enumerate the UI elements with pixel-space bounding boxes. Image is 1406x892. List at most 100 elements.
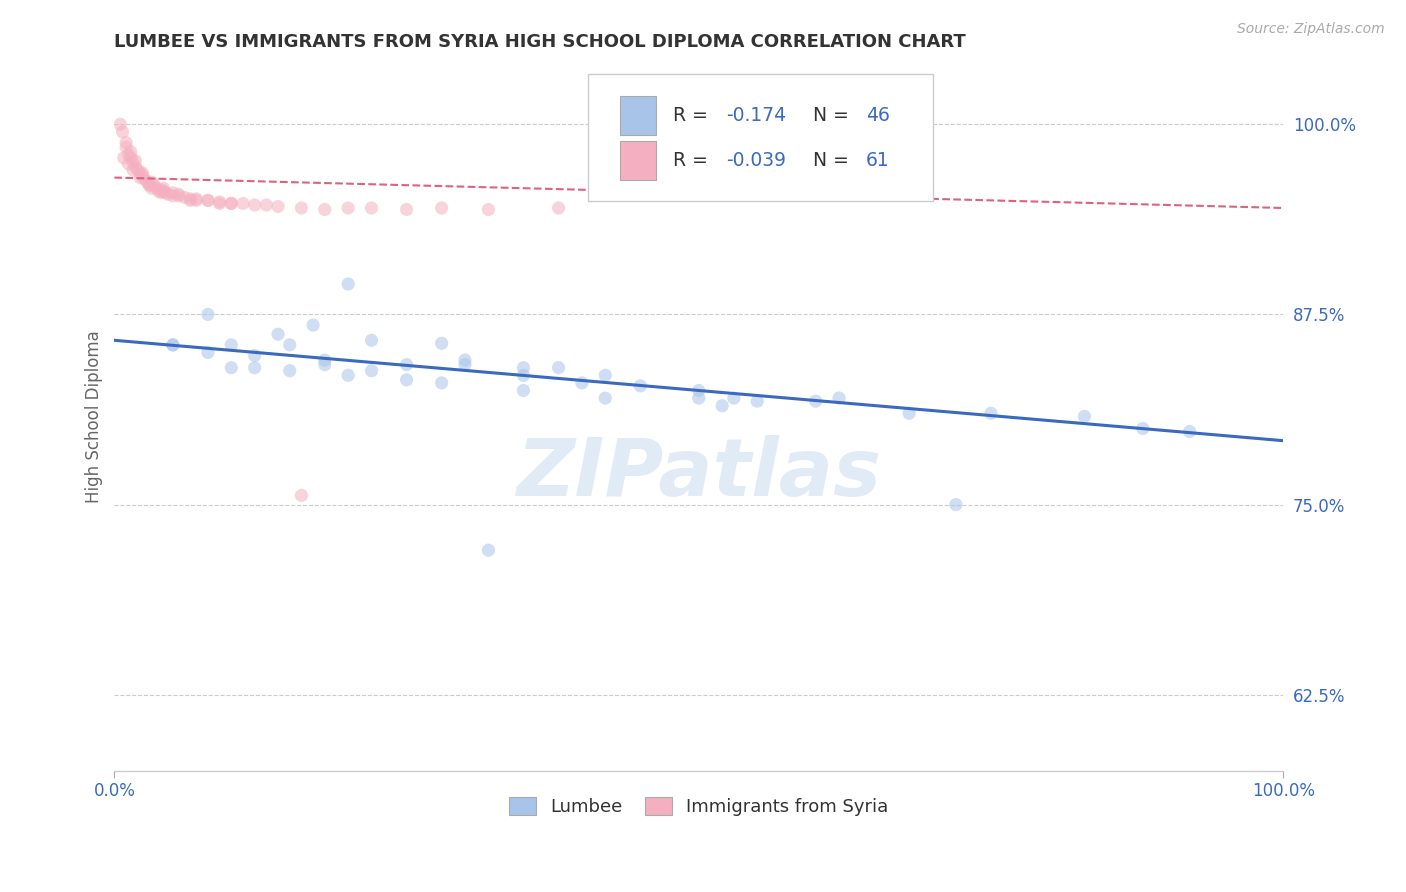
Point [129, 170, 152, 185]
Point [688, 384, 710, 398]
Text: 46: 46 [866, 105, 890, 125]
Point [115, 136, 138, 150]
Point [395, 202, 418, 217]
Point [243, 360, 266, 375]
Point [141, 175, 163, 189]
Point [110, 117, 132, 131]
Point [152, 184, 174, 198]
Point [278, 338, 301, 352]
Point [278, 364, 301, 378]
Point [138, 178, 160, 193]
Point [219, 196, 242, 211]
Point [138, 178, 160, 193]
Point [124, 153, 146, 168]
Point [179, 192, 201, 206]
Point [571, 376, 593, 390]
Point [290, 201, 312, 215]
Point [155, 186, 177, 200]
Point [243, 349, 266, 363]
Point [197, 308, 219, 322]
Point [162, 338, 184, 352]
Point [115, 140, 138, 154]
Point [167, 189, 190, 203]
Point [122, 155, 145, 169]
Point [314, 358, 336, 372]
Text: N =: N = [813, 151, 855, 169]
Point [360, 364, 382, 378]
Point [512, 360, 534, 375]
Point [477, 202, 499, 217]
Point [162, 189, 184, 203]
Point [267, 199, 290, 213]
Point [1073, 409, 1095, 424]
Point [127, 163, 149, 178]
Point [337, 201, 360, 215]
Point [111, 125, 134, 139]
Point [208, 196, 231, 211]
Point [314, 202, 336, 217]
Point [747, 394, 769, 409]
Point [302, 318, 325, 332]
Point [290, 488, 312, 502]
Point [150, 186, 173, 200]
Point [243, 198, 266, 212]
Point [688, 391, 710, 405]
Point [197, 345, 219, 359]
Point [828, 391, 851, 405]
Point [145, 181, 167, 195]
Y-axis label: High School Diploma: High School Diploma [86, 331, 103, 503]
Text: Source: ZipAtlas.com: Source: ZipAtlas.com [1237, 22, 1385, 37]
Point [134, 172, 156, 186]
Point [219, 196, 242, 211]
Point [197, 194, 219, 208]
Point [512, 384, 534, 398]
Point [141, 181, 163, 195]
Point [186, 194, 208, 208]
Point [173, 190, 195, 204]
Point [477, 543, 499, 558]
Point [186, 192, 208, 206]
Point [152, 181, 174, 195]
Point [254, 198, 277, 212]
Text: R =: R = [673, 105, 714, 125]
Point [430, 376, 453, 390]
Point [117, 147, 139, 161]
Point [208, 194, 231, 209]
Point [337, 368, 360, 383]
Point [547, 360, 569, 375]
Point [395, 373, 418, 387]
Point [112, 151, 135, 165]
Point [129, 166, 152, 180]
Legend: Lumbee, Immigrants from Syria: Lumbee, Immigrants from Syria [501, 788, 897, 825]
Point [219, 360, 242, 375]
Point [157, 187, 180, 202]
Point [454, 353, 477, 368]
Point [945, 498, 967, 512]
Point [980, 406, 1002, 420]
Point [337, 277, 360, 291]
Text: -0.174: -0.174 [725, 105, 786, 125]
Point [1132, 421, 1154, 435]
Text: -0.039: -0.039 [725, 151, 786, 169]
Point [898, 406, 921, 420]
FancyBboxPatch shape [620, 141, 655, 180]
Point [197, 194, 219, 208]
Text: LUMBEE VS IMMIGRANTS FROM SYRIA HIGH SCHOOL DIPLOMA CORRELATION CHART: LUMBEE VS IMMIGRANTS FROM SYRIA HIGH SCH… [114, 33, 966, 51]
Point [628, 379, 651, 393]
Point [512, 368, 534, 383]
Point [360, 201, 382, 215]
Point [120, 151, 142, 165]
Text: 61: 61 [866, 151, 890, 169]
Point [117, 157, 139, 171]
FancyBboxPatch shape [588, 74, 932, 202]
Point [454, 358, 477, 372]
Point [395, 358, 418, 372]
Point [136, 175, 159, 189]
Point [167, 187, 190, 202]
Point [219, 338, 242, 352]
Point [1178, 425, 1201, 439]
Point [148, 184, 170, 198]
Point [131, 169, 153, 183]
Point [711, 399, 734, 413]
Text: ZIPatlas: ZIPatlas [516, 434, 882, 513]
